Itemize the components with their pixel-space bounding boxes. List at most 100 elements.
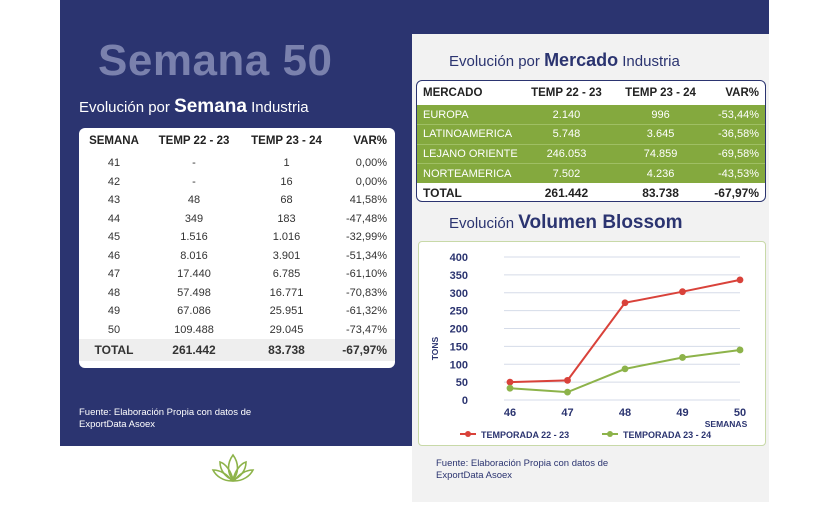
table-row: 46 8.016 3.901 -51,34%: [79, 247, 395, 266]
table-cell: 3.901: [272, 249, 301, 262]
market-row: NORTEAMERICA 7.502 4.236 -43,53%: [417, 163, 765, 183]
y-tick-label: 250: [450, 306, 468, 318]
legend-label: TEMPORADA 23 - 24: [623, 430, 711, 440]
table-cell: 49: [107, 305, 121, 318]
market-total-cell: -67,97%: [714, 185, 759, 200]
table-row: 49 67.086 25.951 -61,32%: [79, 302, 395, 321]
table-cell: -61,32%: [346, 305, 387, 318]
table-cell: 25.951: [269, 305, 304, 318]
market-cell: 7.502: [520, 163, 613, 183]
header-m-temp-23-24: TEMP 23 - 24: [625, 87, 696, 99]
table-cell: 41: [107, 157, 121, 170]
legend-label: TEMPORADA 22 - 23: [481, 430, 569, 440]
market-cell: -43,53%: [709, 163, 765, 183]
header-mercado: MERCADO: [423, 87, 483, 99]
table-cell: 29.045: [269, 323, 304, 336]
mercado-table-header: MERCADO TEMP 22 - 23 TEMP 23 - 24 VAR%: [417, 81, 765, 105]
market-cell: -36,58%: [709, 124, 765, 144]
table-cell: -51,34%: [346, 249, 387, 262]
table-cell: 47: [107, 268, 121, 281]
semana-subtitle: Evolución por Semana Industria: [79, 96, 309, 118]
table-cell: 17.440: [177, 268, 211, 281]
chart-title: Evolución Volumen Blossom: [449, 212, 683, 234]
header-var: VAR%: [353, 135, 387, 147]
x-tick-label: 48: [619, 407, 631, 419]
legend-marker: [607, 431, 613, 437]
source-note-right: Fuente: Elaboración Propia con datos de …: [436, 458, 609, 481]
market-total-cell: 261.442: [544, 185, 589, 200]
market-cell: -53,44%: [709, 105, 765, 125]
chart-title-prefix: Evolución: [449, 215, 519, 232]
market-cell: -69,58%: [709, 143, 765, 164]
source-note-left: Fuente: Elaboración Propia con datos de …: [79, 407, 252, 430]
table-cell: -: [192, 175, 196, 188]
table-cell: 41,58%: [349, 194, 387, 207]
table-row: 45 1.516 1.016 -32,99%: [79, 228, 395, 247]
header-m-var: VAR%: [725, 87, 759, 99]
page-title: Semana 50: [98, 36, 333, 85]
y-tick-label: 300: [450, 288, 468, 300]
x-tick-label: 46: [504, 407, 516, 419]
table-cell: -32,99%: [346, 231, 387, 244]
data-point: [736, 346, 744, 354]
market-total-cell: 83.738: [642, 185, 679, 200]
data-point: [506, 384, 514, 392]
market-cell: 2.140: [520, 105, 613, 125]
table-cell: 48: [107, 286, 121, 299]
table-row: 44 349 183 -47,48%: [79, 210, 395, 229]
market-cell: 74.859: [612, 143, 710, 164]
market-cell: NORTEAMERICA: [417, 163, 521, 183]
data-point: [621, 299, 629, 307]
semana-subtitle-prefix: Evolución por: [79, 99, 175, 116]
total-cell: 261.442: [149, 339, 239, 361]
market-cell: EUROPA: [417, 105, 521, 125]
table-cell: -70,83%: [346, 286, 387, 299]
market-row: LATINOAMERICA 5.748 3.645 -36,58%: [417, 124, 765, 144]
legend-marker: [465, 431, 471, 437]
table-row: 41 - 1 0,00%: [79, 154, 395, 173]
y-tick-label: 150: [450, 341, 468, 353]
table-cell: 0,00%: [355, 157, 387, 170]
data-point: [506, 378, 514, 386]
chart-title-bold: Volumen Blossom: [518, 212, 683, 233]
table-cell: 43: [107, 194, 121, 207]
semana-table: SEMANA TEMP 22 - 23 TEMP 23 - 24 VAR% 41…: [79, 128, 395, 368]
market-total-row: TOTAL 261.442 83.738 -67,97%: [417, 183, 765, 201]
data-point: [564, 376, 571, 384]
table-cell: 109.488: [174, 323, 214, 336]
market-row: LEJANO ORIENTE 246.053 74.859 -69,58%: [417, 143, 765, 164]
table-cell: 46: [107, 249, 121, 262]
mercado-subtitle-bold: Mercado: [544, 50, 619, 70]
header-semana: SEMANA: [89, 135, 139, 147]
table-cell: 1: [283, 157, 290, 170]
top-right-strip: [412, 0, 769, 34]
x-tick-label: 49: [676, 407, 688, 419]
y-tick-label: 400: [450, 252, 468, 264]
table-cell: -: [192, 157, 196, 170]
y-tick-label: 50: [456, 377, 468, 389]
y-tick-label: 200: [450, 324, 468, 336]
table-cell: 68: [280, 194, 293, 207]
table-cell: 8.016: [180, 249, 208, 262]
table-cell: 67.086: [177, 305, 211, 318]
market-cell: 3.645: [612, 124, 710, 144]
y-tick-label: 100: [450, 359, 468, 371]
semana-table-header: SEMANA TEMP 22 - 23 TEMP 23 - 24 VAR%: [79, 128, 395, 154]
table-cell: 50: [107, 323, 121, 336]
total-cell: TOTAL: [79, 339, 149, 361]
table-row: 48 57.498 16.771 -70,83%: [79, 284, 395, 303]
mercado-table: MERCADO TEMP 22 - 23 TEMP 23 - 24 VAR% E…: [416, 80, 766, 202]
y-tick-label: 0: [462, 395, 468, 407]
table-cell: 6.785: [272, 268, 301, 281]
total-cell: -67,97%: [334, 339, 395, 361]
data-point: [679, 288, 686, 296]
table-cell: 0,00%: [355, 175, 387, 188]
header-m-temp-22-23: TEMP 22 - 23: [531, 87, 602, 99]
market-cell: LEJANO ORIENTE: [417, 143, 521, 164]
table-cell: 16: [280, 175, 293, 188]
mercado-subtitle: Evolución por Mercado Industria: [449, 50, 680, 71]
table-cell: 1.516: [180, 231, 208, 244]
table-cell: -73,47%: [346, 323, 387, 336]
